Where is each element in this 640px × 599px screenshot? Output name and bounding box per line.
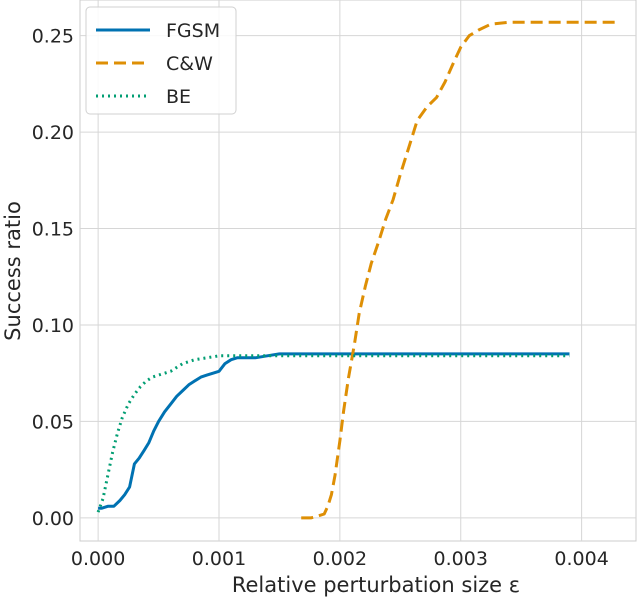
legend-label-cw: C&W [166,53,213,75]
legend: FGSM C&W BE [85,6,237,115]
series-lines [96,20,618,520]
axis-ticks: 0.000 0.001 0.002 0.003 0.004 0.00 0.05 0.10 0.1… [32,26,609,570]
y-axis-label: Success ratio [1,201,25,341]
x-tick-label: 0.001 [192,548,246,570]
series-line-cw [301,20,618,520]
legend-label-be: BE [166,86,191,108]
y-tick-label: 0.15 [32,219,74,241]
x-tick-label: 0.000 [71,548,125,570]
y-tick-label: 0.20 [32,122,74,144]
x-tick-label: 0.003 [434,548,488,570]
legend-label-fgsm: FGSM [166,20,220,42]
y-tick-label: 0.05 [32,411,74,433]
y-tick-label: 0.25 [32,26,74,48]
x-tick-label: 0.004 [554,548,608,570]
y-tick-label: 0.10 [32,315,74,337]
legend-box [85,6,237,115]
y-tick-label: 0.00 [32,508,74,530]
x-tick-label: 0.002 [313,548,367,570]
series-line-fgsm [98,352,570,510]
x-axis-label: Relative perturbation size ε [232,573,520,597]
